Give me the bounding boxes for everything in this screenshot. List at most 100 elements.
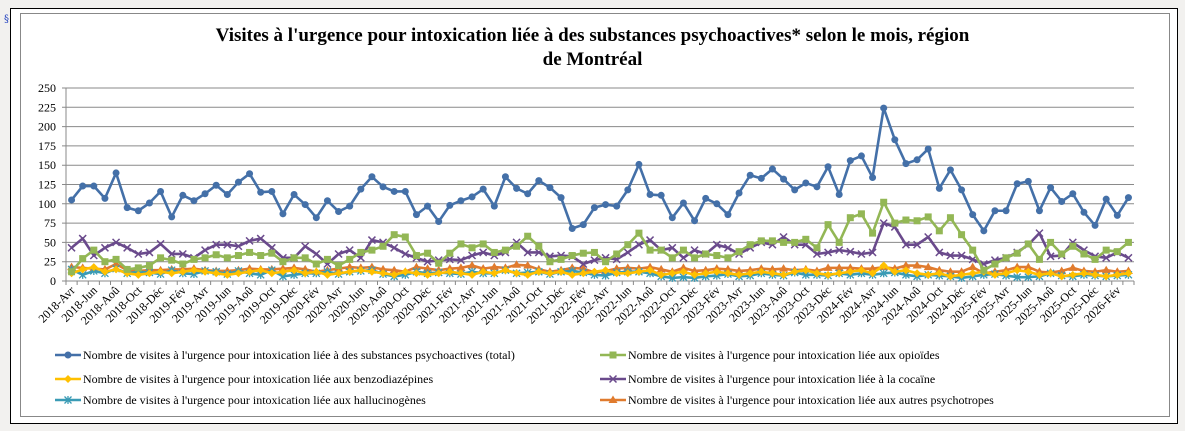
data-point [513, 184, 521, 192]
data-point [201, 267, 210, 276]
data-point [301, 201, 309, 209]
data-point [535, 177, 543, 185]
chart-title: Visites à l'urgence pour intoxication li… [0, 24, 1185, 72]
data-point [634, 267, 643, 276]
data-point [568, 225, 576, 233]
data-point [1013, 249, 1021, 257]
data-point [646, 191, 654, 199]
data-point [401, 233, 409, 241]
data-point [957, 270, 966, 279]
data-point [812, 249, 821, 259]
legend-label: Nombre de visites à l'urgence pour intox… [628, 393, 994, 407]
data-point [345, 267, 354, 276]
y-tick-label: 225 [38, 100, 56, 114]
data-point [357, 185, 365, 193]
data-point [479, 248, 488, 257]
data-point [290, 191, 298, 199]
data-point [223, 191, 231, 199]
data-point [980, 227, 988, 235]
data-point [513, 242, 521, 250]
data-point [791, 186, 799, 194]
data-point [735, 270, 744, 279]
data-point [134, 264, 142, 272]
data-point [845, 263, 855, 271]
data-point [969, 211, 977, 219]
data-point [390, 270, 399, 279]
data-point [1080, 250, 1088, 258]
data-point [1046, 252, 1055, 261]
data-point [1068, 270, 1077, 279]
data-point [345, 262, 355, 271]
data-point [323, 270, 332, 279]
y-tick-label: 75 [44, 216, 56, 230]
data-point [489, 262, 499, 271]
data-point [1013, 180, 1021, 188]
data-point [434, 269, 443, 278]
data-point [857, 152, 865, 160]
data-point [835, 246, 844, 255]
data-point [212, 240, 221, 249]
data-point [423, 270, 432, 279]
data-point [668, 254, 676, 262]
data-point [657, 270, 666, 279]
data-point [456, 269, 465, 278]
data-point [913, 217, 921, 225]
data-point [178, 267, 187, 276]
data-point [735, 248, 743, 256]
data-point [779, 270, 788, 279]
data-point [356, 266, 365, 275]
data-point [78, 234, 87, 243]
data-point [145, 269, 154, 278]
data-point [590, 256, 599, 265]
data-point [246, 248, 254, 256]
data-point [757, 237, 765, 245]
data-point [423, 257, 432, 266]
data-point [991, 207, 999, 215]
data-point [112, 265, 121, 274]
data-point [523, 261, 533, 269]
data-point [134, 249, 143, 259]
data-point [1091, 255, 1099, 263]
data-point [1024, 240, 1032, 248]
data-point [401, 187, 409, 195]
data-point [902, 216, 910, 224]
data-point [780, 175, 788, 183]
data-point [590, 248, 598, 256]
data-point [635, 229, 643, 237]
data-point [935, 227, 943, 235]
data-point [846, 157, 854, 165]
data-point [201, 254, 209, 262]
y-tick-label: 175 [38, 139, 56, 153]
data-point [367, 267, 376, 276]
data-point [713, 200, 721, 208]
data-point [312, 267, 321, 276]
data-point [390, 243, 399, 252]
data-point [168, 256, 176, 264]
data-point [468, 244, 476, 252]
data-point [223, 240, 232, 249]
data-point [234, 178, 242, 186]
data-point [412, 252, 420, 260]
data-point [901, 266, 910, 275]
data-point [935, 248, 944, 257]
y-tick-label: 50 [44, 235, 56, 249]
legend-marker-icon [64, 396, 72, 404]
data-point [334, 269, 343, 278]
data-point [946, 251, 955, 260]
data-point [958, 231, 966, 239]
data-point [969, 246, 977, 254]
data-point [201, 246, 210, 255]
data-point [312, 249, 321, 259]
data-point [279, 210, 287, 218]
data-point [869, 229, 877, 237]
data-point [924, 145, 932, 153]
data-point [901, 240, 910, 249]
data-point [412, 211, 420, 219]
data-point [212, 251, 220, 259]
data-point [945, 267, 955, 275]
data-point [367, 236, 376, 245]
data-point [802, 179, 810, 187]
data-point [379, 183, 387, 191]
data-point [490, 202, 498, 210]
data-point [1101, 265, 1111, 274]
